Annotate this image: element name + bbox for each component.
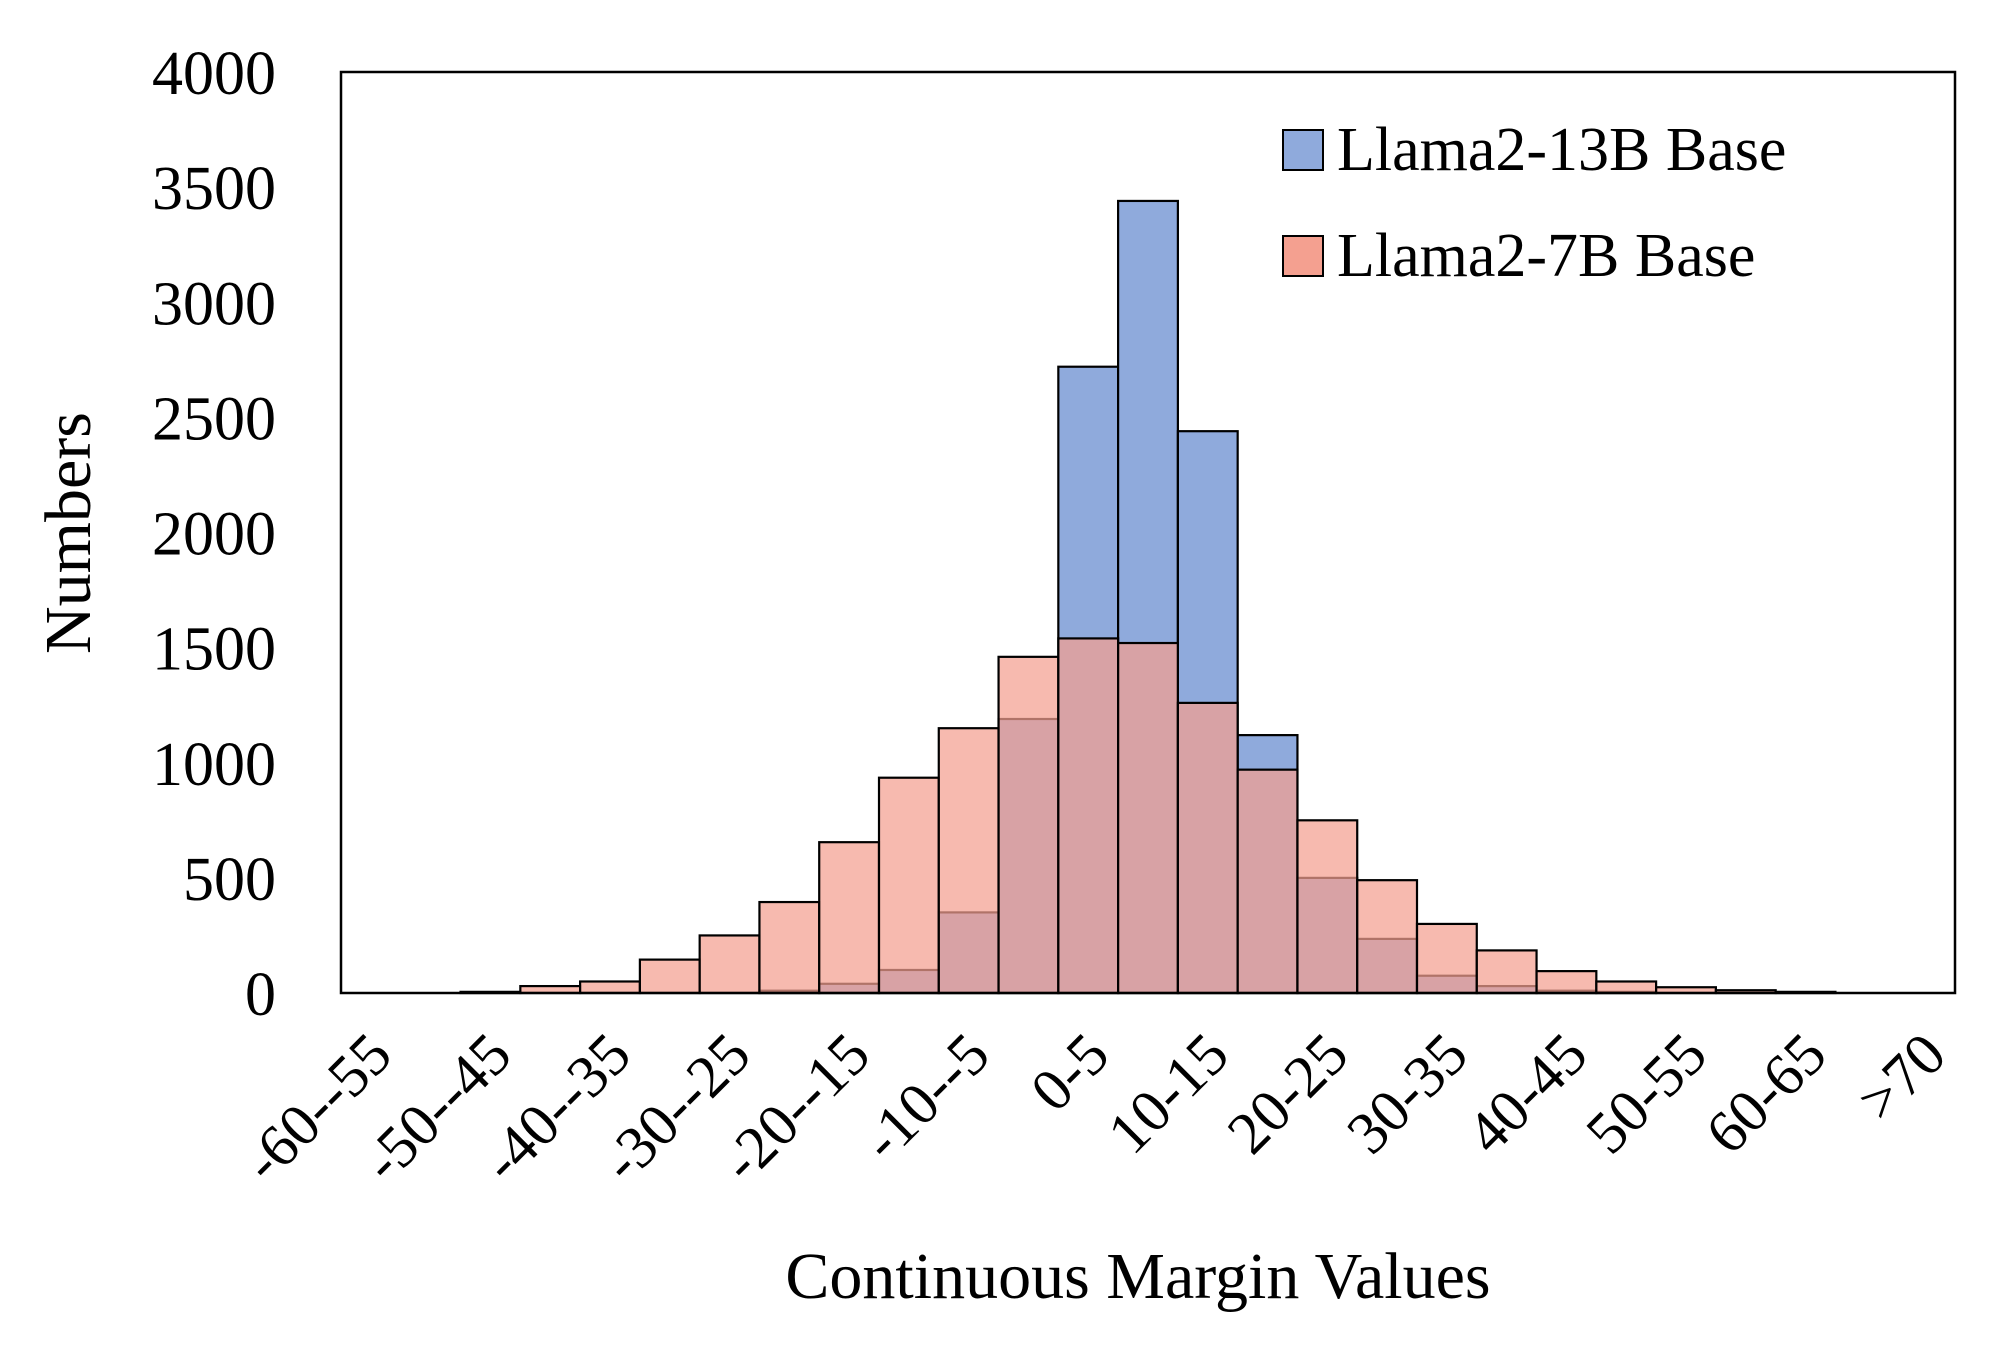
bar-7b-17 bbox=[1356, 879, 1419, 995]
bar-7b-6 bbox=[698, 934, 761, 995]
legend-label-llama2-13b: Llama2-13B Base bbox=[1337, 116, 1786, 184]
bar-7b-21 bbox=[1595, 980, 1658, 995]
bar-7b-12 bbox=[1057, 637, 1120, 995]
y-tick-label: 2000 bbox=[152, 501, 276, 569]
bar-7b-19 bbox=[1475, 949, 1538, 995]
x-tick-label: -10--5 bbox=[849, 1021, 1002, 1174]
legend-swatch-llama2-13b bbox=[1282, 129, 1324, 171]
bar-7b-15 bbox=[1236, 768, 1299, 995]
y-tick-label: 2500 bbox=[152, 385, 276, 453]
y-tick-label: 1000 bbox=[152, 731, 276, 799]
bar-7b-4 bbox=[579, 980, 641, 995]
y-tick-label: 3500 bbox=[152, 155, 276, 223]
x-tick-label: >70 bbox=[1845, 1021, 1958, 1134]
x-tick-label: 20-25 bbox=[1215, 1021, 1361, 1167]
plot-area-frame bbox=[339, 70, 1957, 995]
bar-7b-13 bbox=[1117, 641, 1179, 995]
bar-7b-11 bbox=[997, 655, 1060, 995]
bar-7b-20 bbox=[1535, 970, 1598, 995]
y-tick-label: 3000 bbox=[152, 270, 276, 338]
y-tick-label: 1500 bbox=[152, 616, 276, 684]
x-axis-label: Continuous Margin Values bbox=[785, 1240, 1490, 1313]
x-axis-tick-labels: -60--55-50--45-40--35-30--25-20--15-10--… bbox=[230, 1021, 1958, 1195]
legend-label-llama2-7b: Llama2-7B Base bbox=[1337, 222, 1755, 290]
x-tick-label: 30-35 bbox=[1334, 1021, 1480, 1167]
y-axis-tick-labels: 0 500 1000 1500 2000 2500 3000 3500 4000 bbox=[152, 40, 276, 1029]
y-axis-label: Numbers bbox=[32, 412, 105, 654]
bar-7b-5 bbox=[638, 958, 701, 995]
bar-7b-14 bbox=[1176, 701, 1239, 995]
bar-7b-10 bbox=[937, 727, 1000, 995]
bar-7b-7 bbox=[758, 900, 821, 995]
x-tick-label: 60-65 bbox=[1693, 1021, 1839, 1167]
x-tick-label: 10-15 bbox=[1095, 1021, 1241, 1167]
y-tick-label: 4000 bbox=[152, 40, 276, 108]
legend-swatch-llama2-7b bbox=[1282, 235, 1324, 277]
x-tick-label: 50-55 bbox=[1573, 1021, 1719, 1167]
chart-legend: Llama2-13B Base Llama2-7B Base bbox=[1282, 116, 1786, 290]
x-tick-label: 40-45 bbox=[1454, 1021, 1600, 1167]
bar-7b-18 bbox=[1415, 922, 1478, 995]
y-tick-label: 0 bbox=[245, 961, 276, 1029]
bar-7b-9 bbox=[877, 776, 940, 995]
bar-7b-8 bbox=[818, 841, 881, 995]
series-llama2-7b-bars bbox=[459, 637, 1837, 995]
y-tick-label: 500 bbox=[183, 846, 276, 914]
bar-7b-16 bbox=[1296, 819, 1359, 995]
